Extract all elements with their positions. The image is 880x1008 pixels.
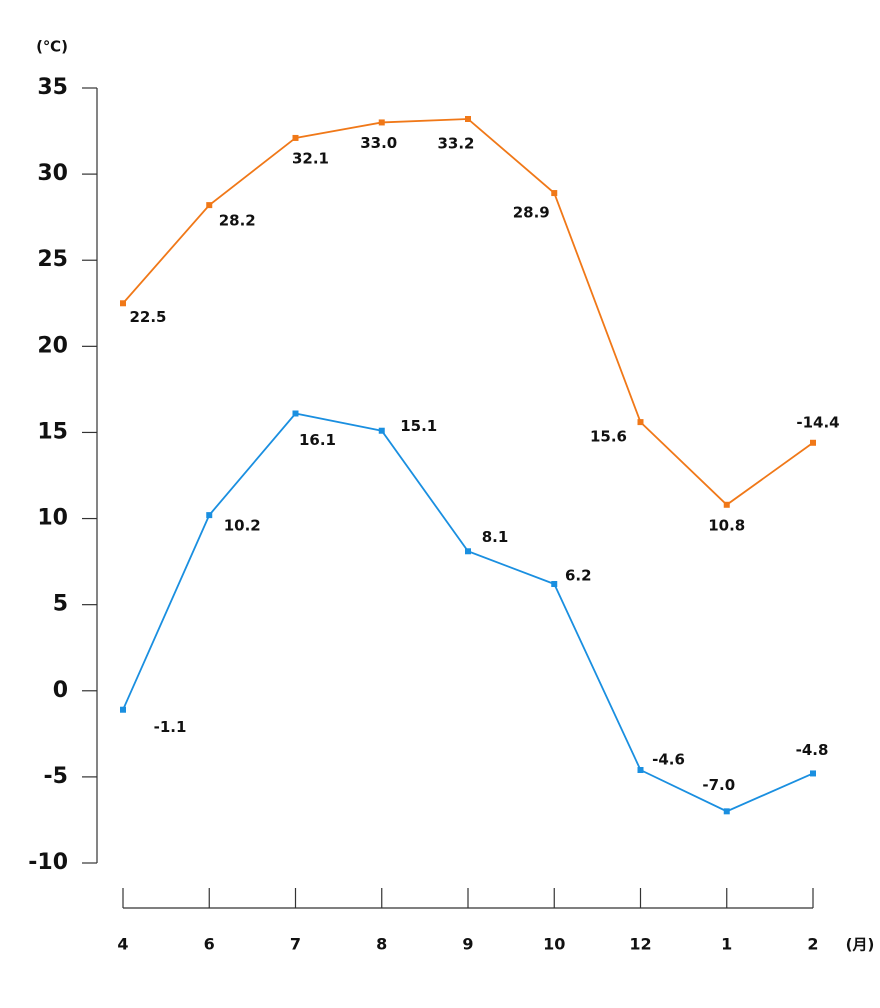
marker [206,512,213,519]
x-tick-label: 8 [376,935,387,954]
marker [723,501,730,508]
marker [465,548,471,555]
line [122,412,814,813]
marker [292,410,299,417]
data-label: 15.1 [400,417,437,435]
data-label: -4.8 [796,741,829,759]
data-label: -4.6 [652,751,685,769]
y-tick-label: 5 [53,592,68,617]
x-tick-label: 1 [721,935,732,954]
data-label: 22.5 [129,308,166,326]
marker [120,300,126,307]
marker [120,706,126,713]
marker [723,808,730,815]
data-label: 15.6 [590,428,627,446]
x-tick-label: 2 [807,935,818,954]
marker [551,581,558,587]
data-label: 33.0 [360,134,397,152]
x-tick-label: 6 [204,935,215,954]
data-label: -14.4 [796,413,839,431]
data-label: 32.1 [292,149,329,167]
data-label: 6.2 [565,567,592,585]
data-label: -1.1 [154,718,187,736]
data-label: 33.2 [437,135,474,153]
y-unit: (℃) [36,38,68,56]
data-label: 28.9 [513,204,550,222]
x-tick-label: 10 [543,935,565,954]
data-label: 28.2 [219,212,256,230]
x-tick-label: 4 [117,935,128,954]
marker [378,119,385,126]
x-tick-label: 9 [462,935,473,954]
data-label: 8.1 [482,528,509,546]
y-tick-label: -5 [44,764,68,789]
marker [378,427,385,434]
y-tick-label: 10 [37,506,68,531]
y-tick-label: -10 [28,850,68,875]
marker [810,439,816,446]
data-label: 16.1 [299,431,336,449]
marker [551,190,558,197]
x-tick-label: 7 [290,935,301,954]
marker [810,770,816,777]
marker [292,134,299,141]
marker [465,116,471,122]
data-label: -7.0 [702,776,735,794]
marker [206,202,213,209]
line [122,118,814,506]
y-tick-label: 35 [37,75,68,100]
marker [637,419,644,426]
marker [637,767,644,773]
data-label: 10.2 [224,517,261,535]
x-tick-label: 12 [629,935,651,954]
y-tick-label: 0 [53,678,68,703]
y-tick-label: 20 [37,333,68,358]
x-unit: (月) [846,936,875,954]
y-tick-label: 30 [37,161,68,186]
y-tick-label: 25 [37,247,68,272]
y-tick-label: 15 [37,419,68,444]
data-label: 10.8 [708,516,745,534]
